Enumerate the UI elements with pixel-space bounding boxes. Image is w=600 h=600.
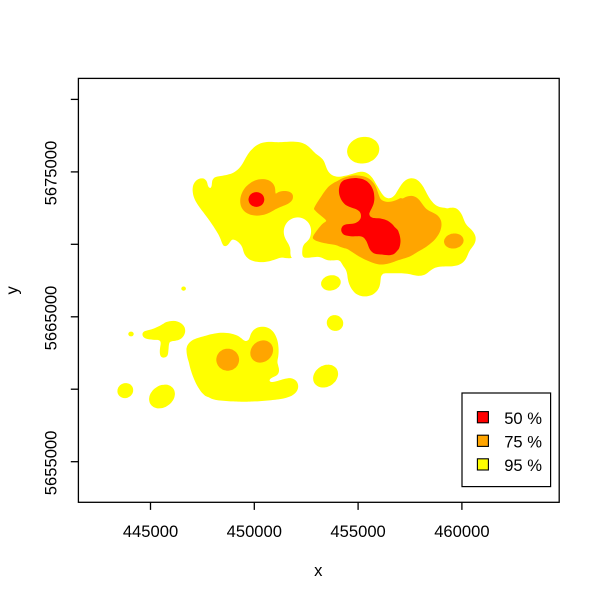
svg-text:50 %: 50 % <box>504 409 542 428</box>
svg-text:75 %: 75 % <box>504 432 542 451</box>
svg-text:455000: 455000 <box>330 522 385 541</box>
svg-text:y: y <box>2 285 21 294</box>
svg-text:5675000: 5675000 <box>41 141 60 206</box>
svg-text:5665000: 5665000 <box>41 286 60 351</box>
svg-text:x: x <box>314 561 323 580</box>
svg-text:460000: 460000 <box>434 522 489 541</box>
svg-text:5655000: 5655000 <box>41 431 60 496</box>
svg-text:445000: 445000 <box>123 522 178 541</box>
svg-text:95 %: 95 % <box>504 456 542 475</box>
svg-text:450000: 450000 <box>227 522 282 541</box>
